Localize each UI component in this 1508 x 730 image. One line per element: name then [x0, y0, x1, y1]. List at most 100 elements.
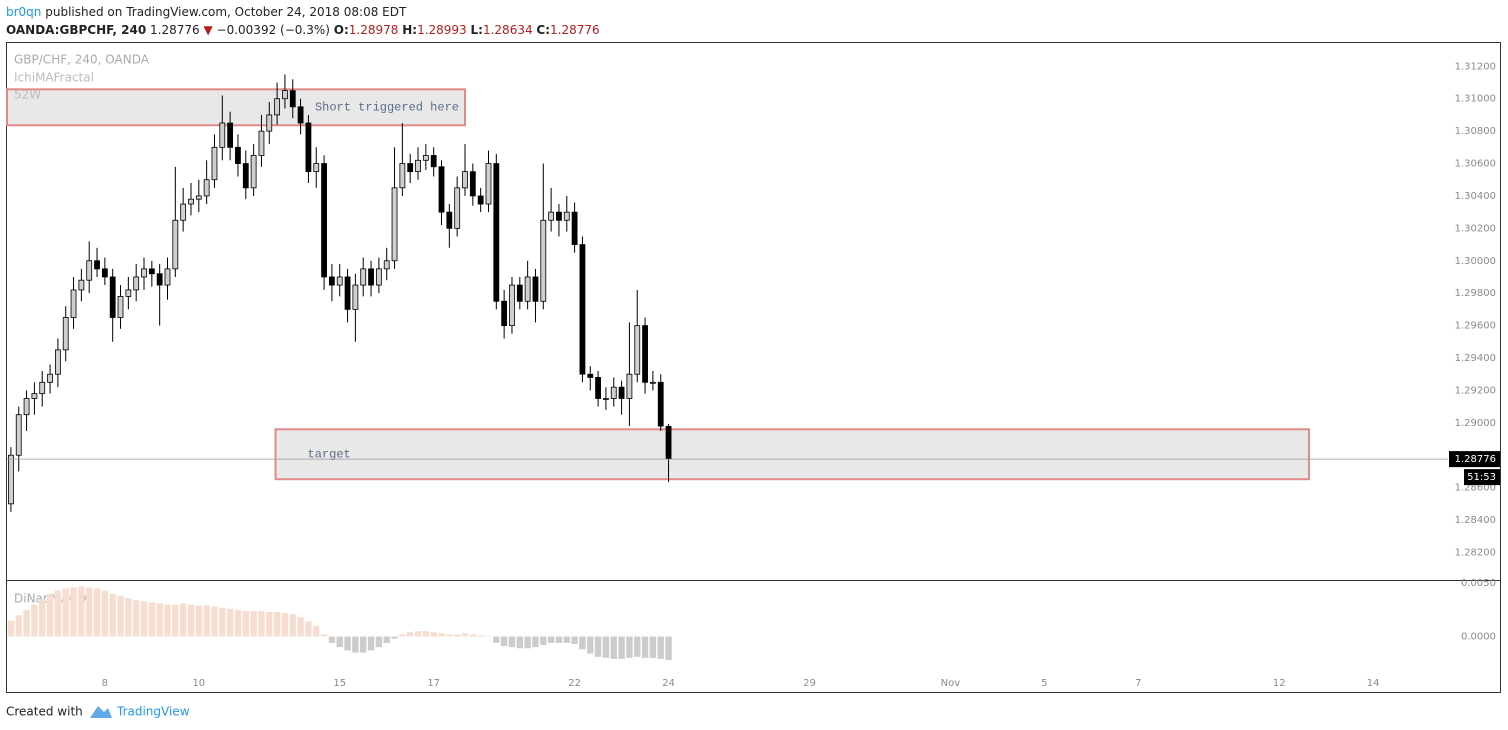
candle-body — [524, 276, 531, 302]
author: br0qn — [6, 5, 41, 19]
candle-body — [469, 171, 476, 197]
y-tick-label: 1.29200 — [1455, 385, 1496, 396]
candle-body — [313, 163, 320, 173]
histogram-bar — [320, 634, 328, 637]
candle-body — [195, 195, 202, 200]
histogram-bar — [587, 636, 594, 654]
candle-body — [360, 268, 367, 286]
candle-body — [203, 179, 210, 197]
candle-body — [454, 187, 461, 229]
histogram-bar — [422, 631, 430, 637]
candle-body — [266, 114, 273, 132]
candle-body — [540, 219, 547, 302]
histogram-bar — [555, 636, 563, 643]
candle-body — [242, 163, 249, 189]
candle-body — [344, 276, 351, 310]
histogram-bar — [172, 604, 179, 637]
candle-body — [618, 386, 625, 399]
histogram-bar — [430, 632, 437, 637]
y-tick-label: 1.30400 — [1455, 191, 1496, 202]
y-tick-label: 1.30600 — [1455, 159, 1496, 170]
last: 1.28776 — [150, 23, 200, 37]
candle-body — [274, 98, 281, 116]
histogram-bar — [532, 636, 539, 648]
countdown-label: 51:53 — [1467, 472, 1496, 483]
annotation-box — [274, 428, 1310, 481]
candle-body — [227, 122, 234, 148]
candle-body — [509, 284, 515, 326]
candle-body — [438, 166, 445, 213]
candle-body — [54, 349, 61, 375]
histogram-bar — [187, 604, 195, 637]
candle-body — [446, 211, 453, 229]
candle-body — [125, 289, 132, 297]
logo — [90, 706, 112, 718]
published: published on TradingView.com, October 24… — [45, 5, 407, 19]
annotation-text: target — [308, 447, 351, 461]
histogram-bar — [367, 636, 375, 651]
candle-body — [422, 155, 429, 161]
histogram-bar — [649, 636, 657, 658]
candle-body — [148, 268, 155, 275]
histogram-bar — [414, 631, 422, 637]
histogram-bar — [438, 633, 445, 637]
histogram-bar — [297, 617, 304, 637]
y-tick-label: 1.30000 — [1455, 256, 1496, 267]
histogram-bar — [39, 599, 46, 637]
candle-body — [156, 273, 163, 286]
candle-body — [610, 386, 617, 399]
x-tick-label: Nov — [941, 678, 961, 689]
histogram-bar — [477, 635, 484, 637]
candle-body — [297, 106, 304, 124]
histogram-bar — [493, 636, 500, 643]
candle-body — [321, 163, 327, 278]
histogram-bar — [62, 588, 69, 637]
histogram-bar — [383, 636, 390, 643]
histogram-bar — [634, 636, 641, 657]
candle-body — [407, 163, 414, 173]
histogram-bar — [70, 587, 77, 637]
histogram-bar — [101, 590, 109, 637]
candle-body — [235, 146, 241, 164]
candle-body — [94, 260, 100, 270]
candle-body — [70, 289, 77, 318]
candle-body — [375, 268, 382, 286]
histogram-bar — [23, 609, 30, 637]
candle-body — [180, 203, 187, 221]
candle-body — [532, 276, 539, 302]
candle-body — [117, 296, 124, 318]
histogram-bar — [602, 636, 610, 658]
candle-body — [336, 276, 343, 286]
histogram-bar — [579, 636, 586, 650]
candle-body — [368, 268, 374, 286]
histogram-bar — [485, 636, 492, 637]
histogram-bar — [140, 601, 148, 637]
histogram-bar — [266, 611, 273, 637]
histogram-bar — [375, 636, 383, 648]
x-tick-label: 22 — [568, 678, 581, 689]
candle-body — [329, 276, 335, 286]
candle-body — [78, 279, 85, 291]
histogram-bar — [31, 604, 38, 637]
candle-body — [399, 163, 406, 189]
candle-body — [642, 325, 648, 383]
x-tick-label: 24 — [662, 678, 675, 689]
histogram-bar — [540, 636, 547, 646]
candle-body — [141, 268, 147, 278]
histogram-bar — [469, 634, 477, 637]
y-tick-label: 1.28600 — [1455, 483, 1496, 494]
candle-body — [133, 276, 140, 291]
histogram-bar — [15, 615, 22, 637]
histogram-bar — [234, 609, 242, 637]
histogram-bar — [132, 600, 140, 637]
histogram-bar — [313, 625, 320, 637]
y-tick-label: 1.28200 — [1455, 547, 1496, 558]
publish-line: br0qn published on TradingView.com, Octo… — [6, 5, 407, 19]
candle-body — [415, 159, 421, 173]
candle-body — [516, 284, 523, 302]
y-tick-label: 1.31200 — [1455, 61, 1496, 72]
chart-frame — [6, 42, 1501, 693]
o-label: O: — [334, 23, 349, 37]
x-tick-label: 5 — [1041, 678, 1047, 689]
